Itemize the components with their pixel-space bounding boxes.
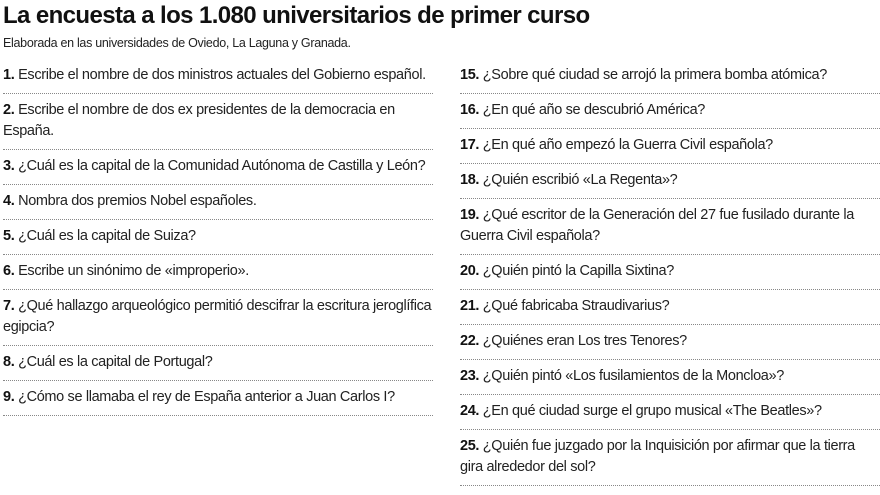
question-text: ¿Qué hallazgo arqueológico permitió desc… — [3, 298, 432, 335]
question-text: ¿Quién escribió «La Regenta»? — [482, 172, 678, 188]
question-text: ¿Quién fue juzgado por la Inquisición po… — [460, 438, 855, 475]
question: 9. ¿Cómo se llamaba el rey de España ant… — [3, 381, 433, 416]
question: 23. ¿Quién pintó «Los fusilamientos de l… — [460, 360, 880, 395]
question-number: 3. — [3, 158, 15, 174]
question-text: ¿Cuál es la capital de la Comunidad Autó… — [18, 158, 426, 174]
question: 4. Nombra dos premios Nobel españoles. — [3, 185, 433, 220]
question: 21. ¿Qué fabricaba Straudivarius? — [460, 290, 880, 325]
question: 6. Escribe un sinónimo de «improperio». — [3, 255, 433, 290]
question-number: 22. — [460, 333, 480, 349]
question: 24. ¿En qué ciudad surge el grupo musica… — [460, 395, 880, 430]
right-column: 15. ¿Sobre qué ciudad se arrojó la prime… — [460, 59, 880, 486]
question-number: 21. — [460, 298, 480, 314]
question-text: ¿Qué fabricaba Straudivarius? — [482, 298, 670, 314]
question-number: 7. — [3, 298, 15, 314]
question: 15. ¿Sobre qué ciudad se arrojó la prime… — [460, 59, 880, 94]
question: 8. ¿Cuál es la capital de Portugal? — [3, 346, 433, 381]
question: 2. Escribe el nombre de dos ex president… — [3, 94, 433, 150]
question-text: ¿Sobre qué ciudad se arrojó la primera b… — [482, 67, 828, 83]
question-text: Escribe el nombre de dos ministros actua… — [18, 67, 426, 83]
question: 18. ¿Quién escribió «La Regenta»? — [460, 164, 880, 199]
question-number: 17. — [460, 137, 480, 153]
question: 25. ¿Quién fue juzgado por la Inquisició… — [460, 430, 880, 486]
title: La encuesta a los 1.080 universitarios d… — [3, 2, 590, 29]
question-number: 4. — [3, 193, 15, 209]
question-number: 5. — [3, 228, 15, 244]
question-text: ¿Qué escritor de la Generación del 27 fu… — [460, 207, 854, 244]
question-number: 19. — [460, 207, 480, 223]
question: 20. ¿Quién pintó la Capilla Sixtina? — [460, 255, 880, 290]
left-column: 1. Escribe el nombre de dos ministros ac… — [3, 59, 433, 416]
question-number: 15. — [460, 67, 480, 83]
question-number: 16. — [460, 102, 480, 118]
question: 19. ¿Qué escritor de la Generación del 2… — [460, 199, 880, 255]
question-number: 24. — [460, 403, 480, 419]
question-text: Nombra dos premios Nobel españoles. — [18, 193, 257, 209]
question: 7. ¿Qué hallazgo arqueológico permitió d… — [3, 290, 433, 346]
question-number: 20. — [460, 263, 480, 279]
question-text: ¿Cuál es la capital de Suiza? — [18, 228, 196, 244]
question-number: 9. — [3, 389, 15, 405]
question-number: 18. — [460, 172, 480, 188]
question: 22. ¿Quiénes eran Los tres Tenores? — [460, 325, 880, 360]
question: 17. ¿En qué año empezó la Guerra Civil e… — [460, 129, 880, 164]
question-text: ¿Quién pintó la Capilla Sixtina? — [482, 263, 674, 279]
question-number: 6. — [3, 263, 15, 279]
question-text: Escribe el nombre de dos ex presidentes … — [3, 102, 395, 139]
subtitle: Elaborada en las universidades de Oviedo… — [3, 36, 351, 50]
question-text: ¿Quiénes eran Los tres Tenores? — [482, 333, 687, 349]
question: 3. ¿Cuál es la capital de la Comunidad A… — [3, 150, 433, 185]
question-text: ¿Cómo se llamaba el rey de España anteri… — [18, 389, 395, 405]
question-text: ¿Quién pintó «Los fusilamientos de la Mo… — [482, 368, 784, 384]
question-text: ¿En qué año empezó la Guerra Civil españ… — [482, 137, 773, 153]
question-number: 23. — [460, 368, 480, 384]
question-text: Escribe un sinónimo de «improperio». — [18, 263, 249, 279]
question-number: 2. — [3, 102, 15, 118]
question-text: ¿Cuál es la capital de Portugal? — [18, 354, 213, 370]
question: 16. ¿En qué año se descubrió América? — [460, 94, 880, 129]
question-number: 8. — [3, 354, 15, 370]
question-number: 1. — [3, 67, 15, 83]
question: 5. ¿Cuál es la capital de Suiza? — [3, 220, 433, 255]
question-text: ¿En qué ciudad surge el grupo musical «T… — [482, 403, 822, 419]
question-number: 25. — [460, 438, 480, 454]
question-text: ¿En qué año se descubrió América? — [482, 102, 706, 118]
question: 1. Escribe el nombre de dos ministros ac… — [3, 59, 433, 94]
